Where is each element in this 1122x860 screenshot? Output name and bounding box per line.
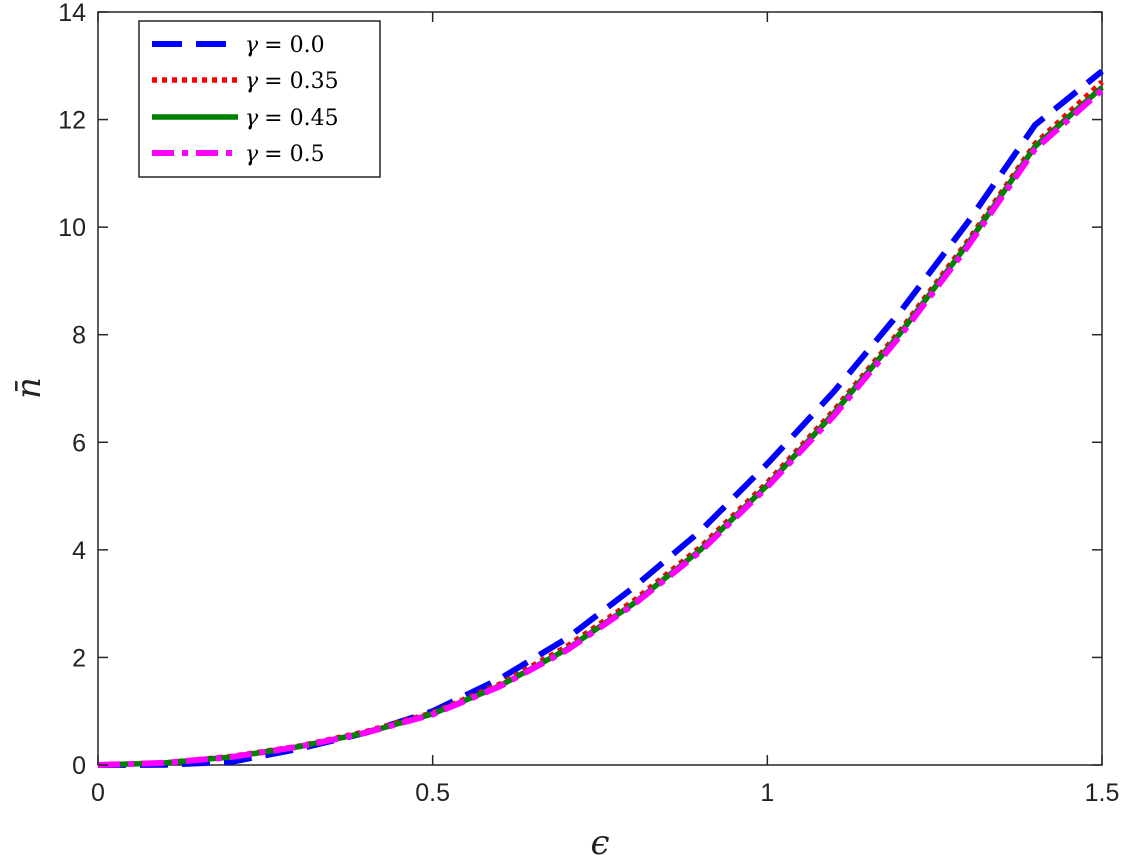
y-tick-label: 6 xyxy=(72,429,86,457)
y-tick-label: 8 xyxy=(72,322,86,350)
legend-label-3: γ = 0.45 xyxy=(245,106,339,131)
series-line-4 xyxy=(97,87,1104,768)
ticks-layer xyxy=(97,11,1103,766)
legend-symbol: γ xyxy=(245,33,259,58)
y-tick-label: 0 xyxy=(72,752,86,780)
legend-value: = 0.0 xyxy=(264,33,324,58)
legend: γ = 0.0γ = 0.35γ = 0.45γ = 0.5 xyxy=(138,20,381,178)
legend-value: = 0.35 xyxy=(264,69,338,94)
legend-label-2: γ = 0.35 xyxy=(245,69,339,94)
legend-value: = 0.45 xyxy=(264,106,338,131)
legend-symbol: γ xyxy=(245,106,259,131)
series-line-1 xyxy=(97,68,1104,768)
legend-symbol: γ xyxy=(245,69,259,94)
y-tick-label: 2 xyxy=(72,644,86,672)
y-tick-labels: 0 2 4 6 8 10 12 14 xyxy=(58,0,86,780)
legend-label-1: γ = 0.0 xyxy=(245,33,325,58)
x-tick-label: 0 xyxy=(91,779,105,807)
y-tick-label: 4 xyxy=(72,537,86,565)
y-tick-label: 14 xyxy=(58,0,86,27)
x-tick-labels: 0 0.5 1 1.5 xyxy=(91,779,1119,807)
y-axis-label: n̄ xyxy=(9,377,49,399)
legend-label-4: γ = 0.5 xyxy=(245,142,325,167)
y-tick-label: 10 xyxy=(58,214,86,242)
series-layer xyxy=(97,68,1104,768)
x-tick-label: 1 xyxy=(760,779,774,807)
x-axis-label: ϵ xyxy=(590,823,609,860)
x-tick-label: 1.5 xyxy=(1085,779,1120,807)
legend-symbol: γ xyxy=(245,142,259,167)
y-tick-label: 12 xyxy=(58,107,86,135)
legend-value: = 0.5 xyxy=(264,142,324,167)
x-tick-label: 0.5 xyxy=(415,779,450,807)
